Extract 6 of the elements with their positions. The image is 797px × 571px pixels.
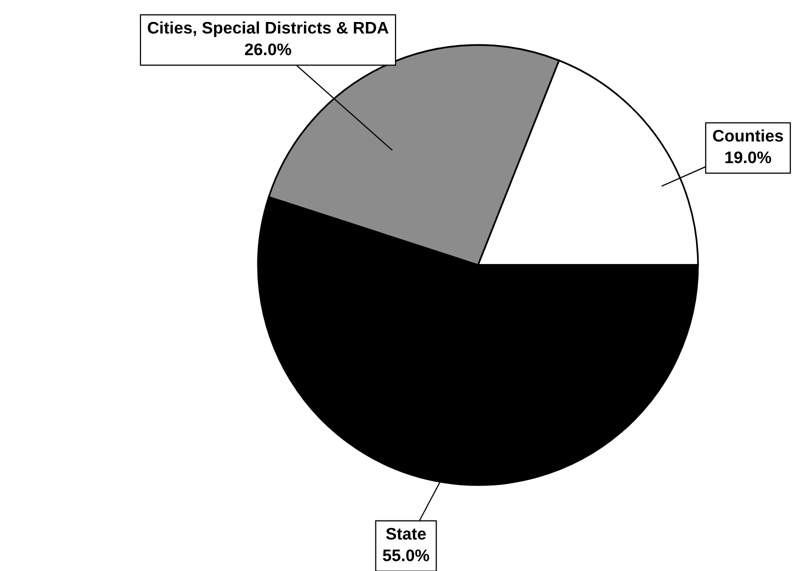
slice-label: Cities, Special Districts & RDA <box>148 21 388 37</box>
data-label: 19.0% <box>725 151 772 164</box>
data-label: 55.0% <box>382 549 430 562</box>
data-label: 26.0% <box>244 43 292 56</box>
slice-label: Counties <box>713 129 783 142</box>
slice-label: State <box>386 528 426 540</box>
